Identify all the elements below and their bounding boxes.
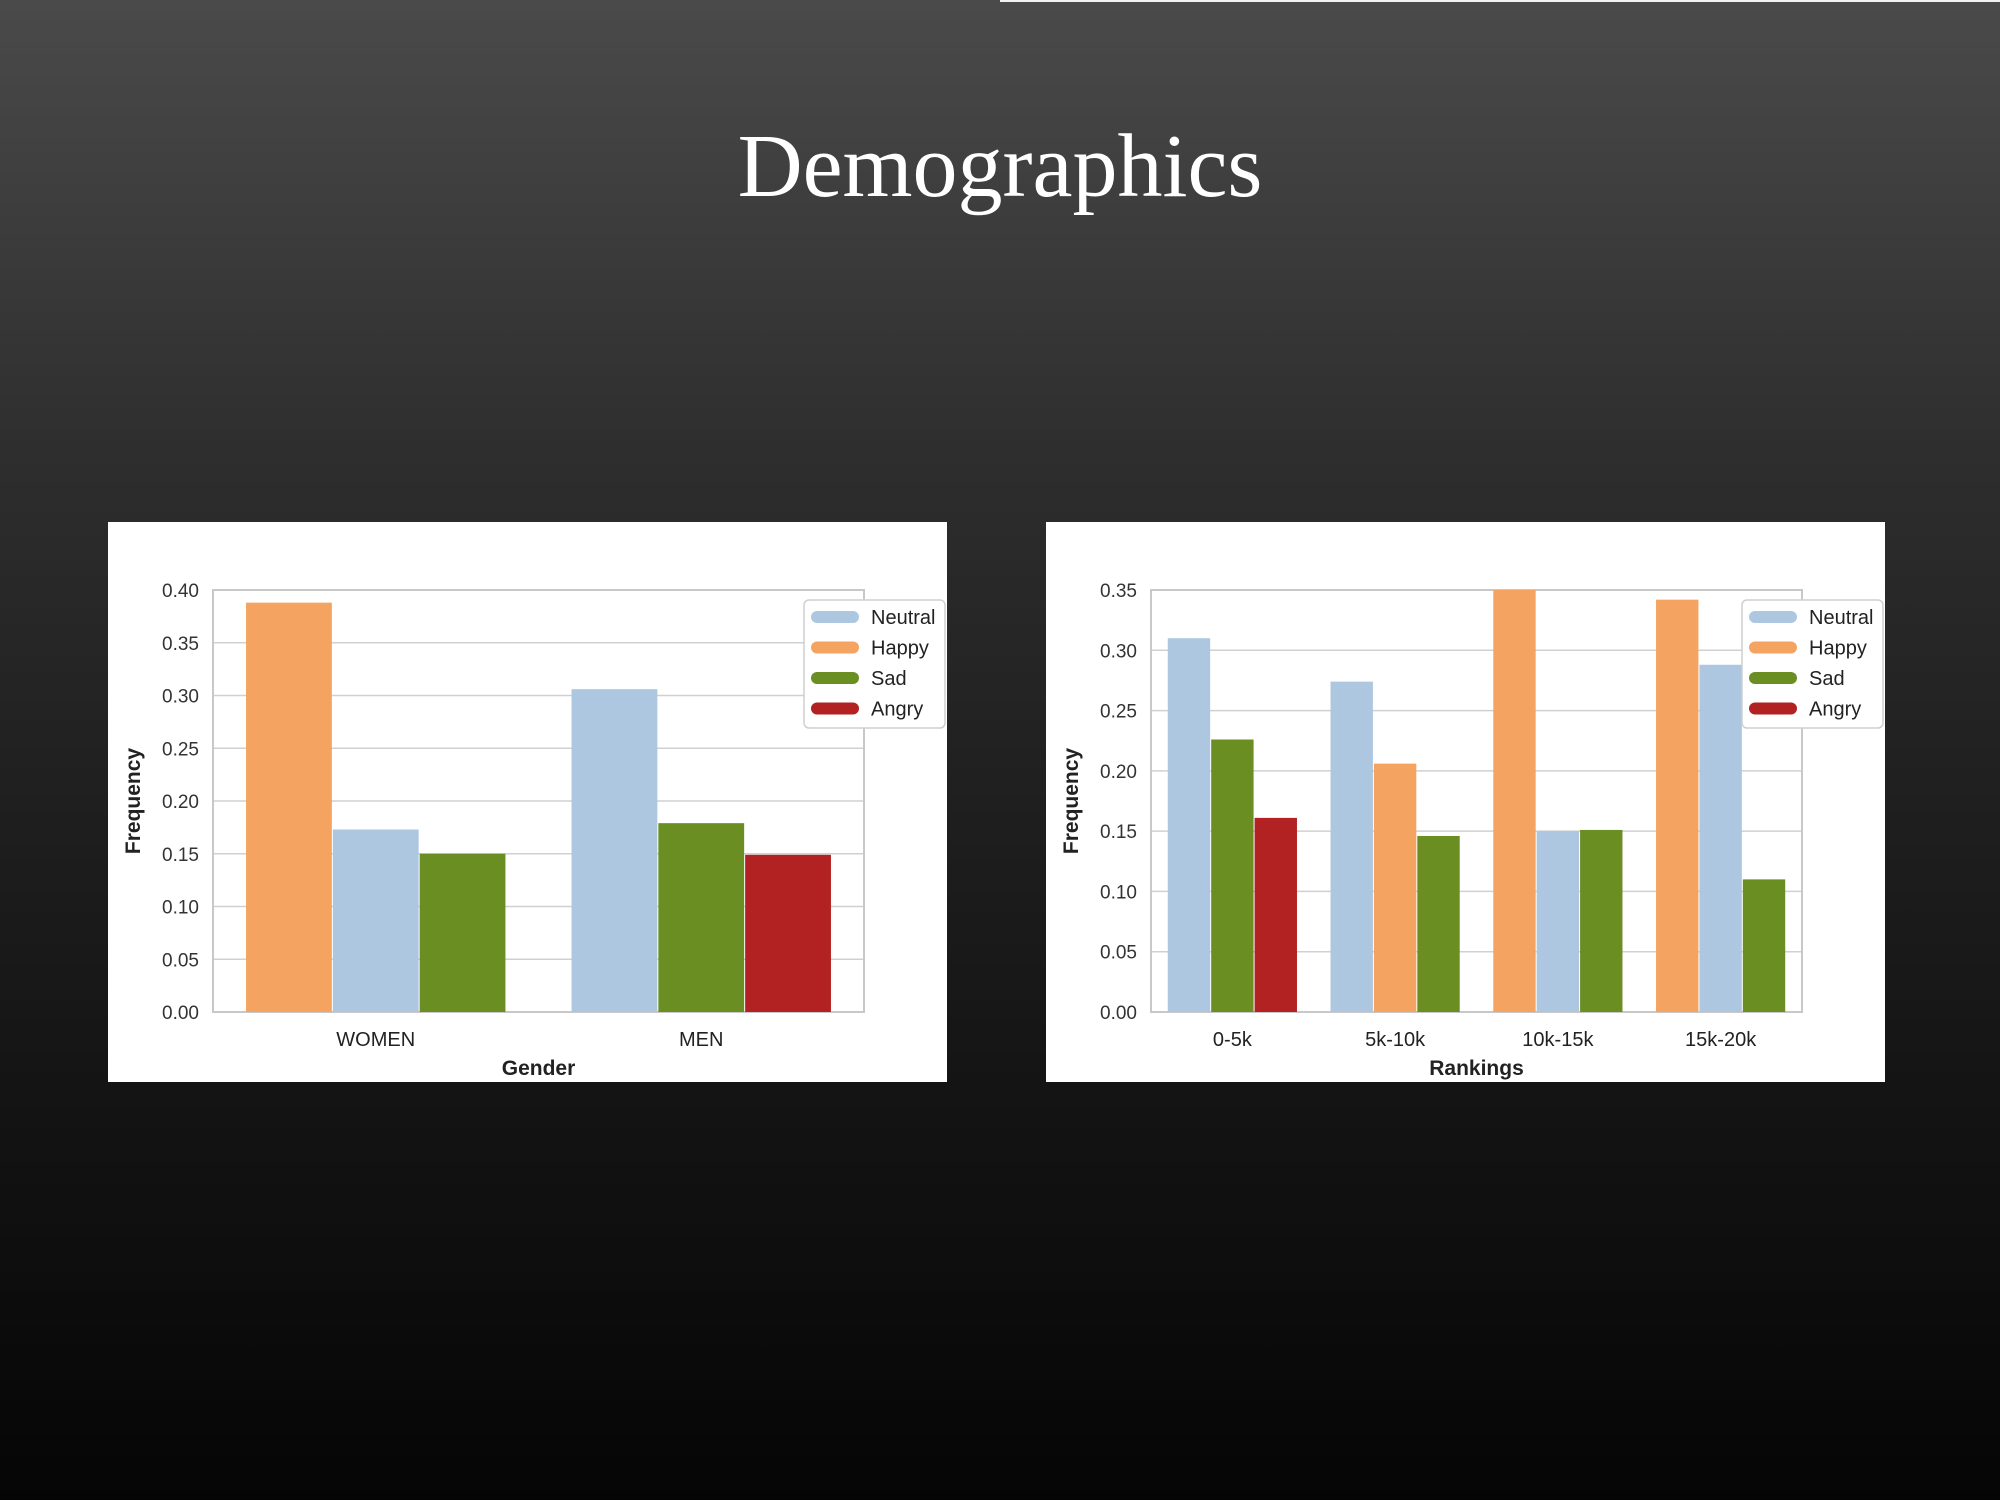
y-tick-label: 0.30: [1100, 641, 1137, 662]
x-tick-label: 15k-20k: [1685, 1029, 1757, 1051]
bar-sad-5k-10k: [1417, 835, 1460, 1012]
bar-happy-15k-20k: [1656, 599, 1699, 1012]
bar-neutral-10k-15k: [1536, 831, 1580, 1012]
x-tick-label: MEN: [679, 1029, 723, 1051]
y-tick-label: 0.35: [162, 634, 199, 655]
x-tick-label: 5k-10k: [1365, 1029, 1426, 1051]
bar-neutral-5k-10k: [1330, 681, 1373, 1012]
legend: Neutral Happy Sad Angry: [803, 599, 946, 729]
y-tick-label: 0.05: [1100, 943, 1137, 964]
bar-neutral-men: [571, 689, 658, 1012]
legend-swatch-happy: [811, 641, 859, 654]
y-tick-label: 0.35: [1100, 581, 1137, 602]
top-edge-line: [1000, 0, 2000, 2]
bar-sad-0-5k: [1211, 739, 1254, 1012]
y-axis-label: Frequency: [122, 748, 145, 855]
y-tick-label: 0.40: [162, 581, 199, 602]
legend-label-sad: Sad: [871, 668, 907, 690]
x-tick-label: 10k-15k: [1522, 1029, 1594, 1051]
bar-happy-10k-15k: [1493, 590, 1536, 1012]
bar-sad-women: [419, 853, 506, 1012]
x-tick-label: 0-5k: [1213, 1029, 1253, 1051]
bar-neutral-15k-20k: [1699, 664, 1742, 1012]
y-tick-label: 0.05: [162, 950, 199, 971]
y-tick-label: 0.25: [1100, 702, 1137, 723]
legend-box: [803, 599, 946, 729]
bar-happy-women: [246, 602, 332, 1012]
gender-bar-chart: 0.00 0.05 0.10 0.15 0.20 0.25 0.30 0.35 0.40 WOME…: [122, 581, 946, 1080]
legend-label-angry: Angry: [871, 699, 923, 721]
x-tick-label: WOMEN: [336, 1029, 415, 1051]
slide-title: Demographics: [737, 117, 1263, 216]
y-tick-label: 0.20: [162, 792, 199, 813]
legend-swatch-angry: [811, 702, 859, 715]
y-tick-label: 0.15: [162, 845, 199, 866]
x-axis-label: Gender: [502, 1057, 576, 1080]
legend-swatch-angry: [1749, 702, 1797, 715]
legend-label-sad: Sad: [1809, 668, 1845, 690]
y-axis-label: Frequency: [1060, 748, 1083, 855]
legend-label-happy: Happy: [871, 638, 929, 660]
y-tick-label: 0.00: [1100, 1003, 1137, 1024]
y-tick-label: 0.30: [162, 687, 199, 708]
legend-swatch-neutral: [1749, 611, 1797, 623]
y-tick-label: 0.15: [1100, 822, 1137, 843]
y-tick-label: 0.00: [162, 1003, 199, 1024]
rankings-chart-panel: 0.00 0.05 0.10 0.15 0.20 0.25 0.30 0.35 0-5k 5k-1…: [1046, 522, 1885, 1082]
legend-swatch-happy: [1749, 641, 1797, 654]
y-tick-label: 0.20: [1100, 762, 1137, 783]
bar-sad-10k-15k: [1580, 829, 1623, 1012]
legend: Neutral Happy Sad Angry: [1741, 599, 1884, 729]
legend-swatch-neutral: [811, 611, 859, 623]
y-tick-label: 0.10: [162, 898, 199, 919]
bar-happy-5k-10k: [1373, 763, 1417, 1012]
y-tick-label: 0.10: [1100, 882, 1137, 903]
bar-neutral-women: [332, 829, 419, 1012]
bar-angry-men: [745, 854, 831, 1012]
legend-label-happy: Happy: [1809, 638, 1867, 660]
legend-swatch-sad: [811, 672, 859, 684]
x-axis-label: Rankings: [1429, 1057, 1524, 1080]
y-tick-label: 0.25: [162, 739, 199, 760]
bar-neutral-0-5k: [1167, 638, 1211, 1012]
bar-angry-0-5k: [1254, 817, 1297, 1012]
legend-label-angry: Angry: [1809, 699, 1861, 721]
bar-sad-15k-20k: [1742, 879, 1786, 1012]
legend-box: [1741, 599, 1884, 729]
legend-swatch-sad: [1749, 672, 1797, 684]
plot-frame: [1150, 589, 1803, 1013]
plot-frame: [212, 589, 865, 1013]
rankings-bar-chart: 0.00 0.05 0.10 0.15 0.20 0.25 0.30 0.35 0-5k 5k-1…: [1060, 581, 1884, 1080]
bar-sad-men: [658, 823, 745, 1012]
gender-chart-panel: 0.00 0.05 0.10 0.15 0.20 0.25 0.30 0.35 0.40 WOME…: [108, 522, 947, 1082]
legend-label-neutral: Neutral: [871, 607, 935, 629]
legend-label-neutral: Neutral: [1809, 607, 1873, 629]
